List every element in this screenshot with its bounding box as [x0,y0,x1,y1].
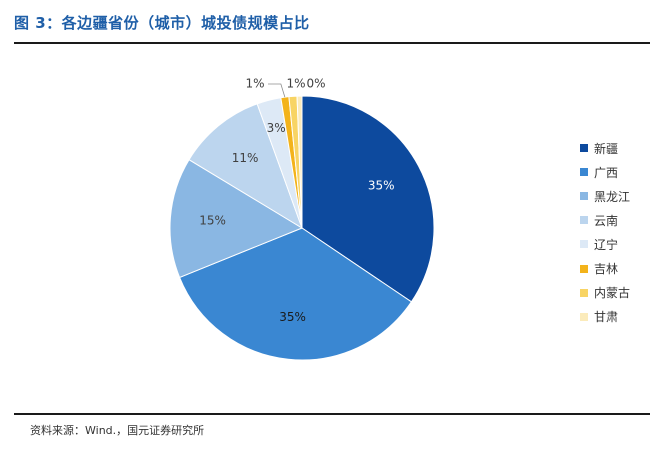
legend-item: 吉林 [580,256,630,280]
legend-item: 辽宁 [580,232,630,256]
legend-item: 新疆 [580,136,630,160]
legend-item: 内蒙古 [580,281,630,305]
pie-slice-3 [169,159,304,279]
pie-slice-8 [296,95,303,229]
legend-label: 广西 [594,165,619,180]
slice-label-4: 11% [232,151,259,165]
legend-label: 辽宁 [594,237,619,252]
chart-title: 图 3：各边疆省份（城市）城投债规模占比 [14,14,310,32]
legend-swatch [580,192,588,201]
legend-swatch [580,168,588,177]
slice-label-5: 3% [267,121,286,135]
legend-label: 云南 [594,213,619,228]
legend-swatch [580,240,588,249]
leader-line [268,83,286,98]
legend-item: 云南 [580,208,630,232]
legend-item: 广西 [580,160,630,184]
legend-item: 黑龙江 [580,184,630,208]
legend-swatch [580,216,588,225]
source-divider [14,413,650,415]
slice-label-6: 1% [245,77,264,91]
slice-label-7: 1% [286,77,305,91]
legend-label: 黑龙江 [594,189,631,204]
legend-item: 甘肃 [580,305,630,329]
title-divider [14,42,650,44]
source-note: 资料来源：Wind.，国元证券研究所 [30,424,205,437]
legend-label: 内蒙古 [594,286,631,301]
legend-swatch [580,288,588,297]
legend-swatch [580,144,588,153]
legend-swatch [580,312,588,321]
pie-slice-1 [301,95,435,303]
pie-chart: 35%35%15%11%3%1% 1% 0% [169,77,435,361]
slice-label-1: 35% [368,178,395,192]
legend-label: 新疆 [594,141,619,156]
legend-label: 甘肃 [594,310,619,325]
legend-label: 吉林 [594,262,619,277]
slice-label-3: 15% [199,213,226,227]
pie-slice-4 [188,103,303,230]
legend-swatch [580,264,588,273]
chart-legend: 新疆广西黑龙江云南辽宁吉林内蒙古甘肃 [580,136,630,329]
slice-label-8: 0% [306,77,325,91]
slice-label-2: 35% [279,310,306,324]
pie-slice-2 [178,227,413,361]
